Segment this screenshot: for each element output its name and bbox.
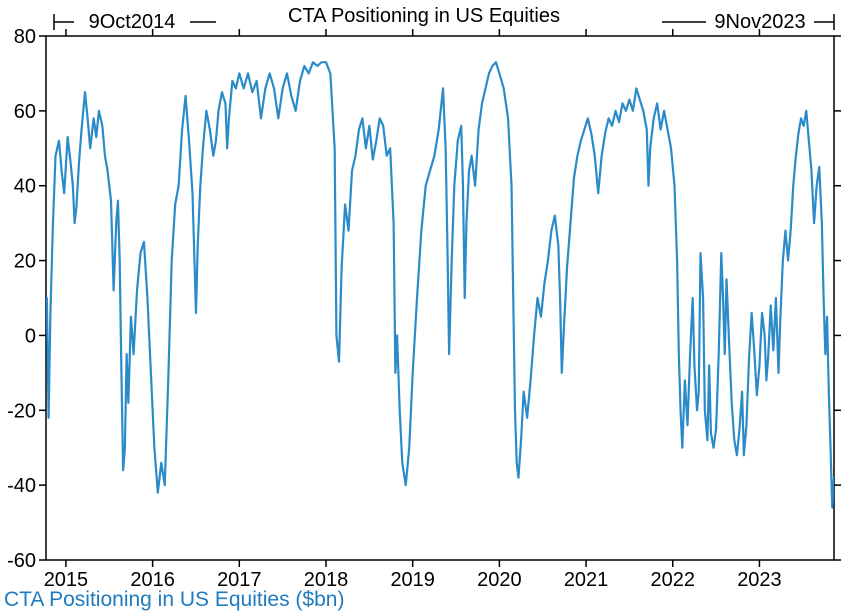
- x-tick-label: 2023: [737, 569, 782, 591]
- chart-container: CTA Positioning in US Equities9Oct20149N…: [0, 0, 848, 612]
- x-tick-label: 2021: [564, 569, 609, 591]
- y-tick-label: 60: [14, 101, 36, 123]
- chart-title: CTA Positioning in US Equities: [288, 5, 560, 27]
- y-tick-label: -20: [7, 400, 36, 422]
- x-tick-label: 2020: [477, 569, 522, 591]
- x-tick-label: 2022: [651, 569, 696, 591]
- y-tick-label: -60: [7, 550, 36, 572]
- chart-svg: CTA Positioning in US Equities9Oct20149N…: [0, 0, 848, 612]
- y-tick-label: 80: [14, 26, 36, 48]
- start-date-label: 9Oct2014: [89, 11, 176, 33]
- x-tick-label: 2019: [390, 569, 435, 591]
- y-tick-label: 0: [25, 325, 36, 347]
- legend-label: CTA Positioning in US Equities ($bn): [4, 588, 344, 611]
- y-tick-label: -40: [7, 475, 36, 497]
- y-tick-label: 20: [14, 251, 36, 273]
- y-tick-label: 40: [14, 176, 36, 198]
